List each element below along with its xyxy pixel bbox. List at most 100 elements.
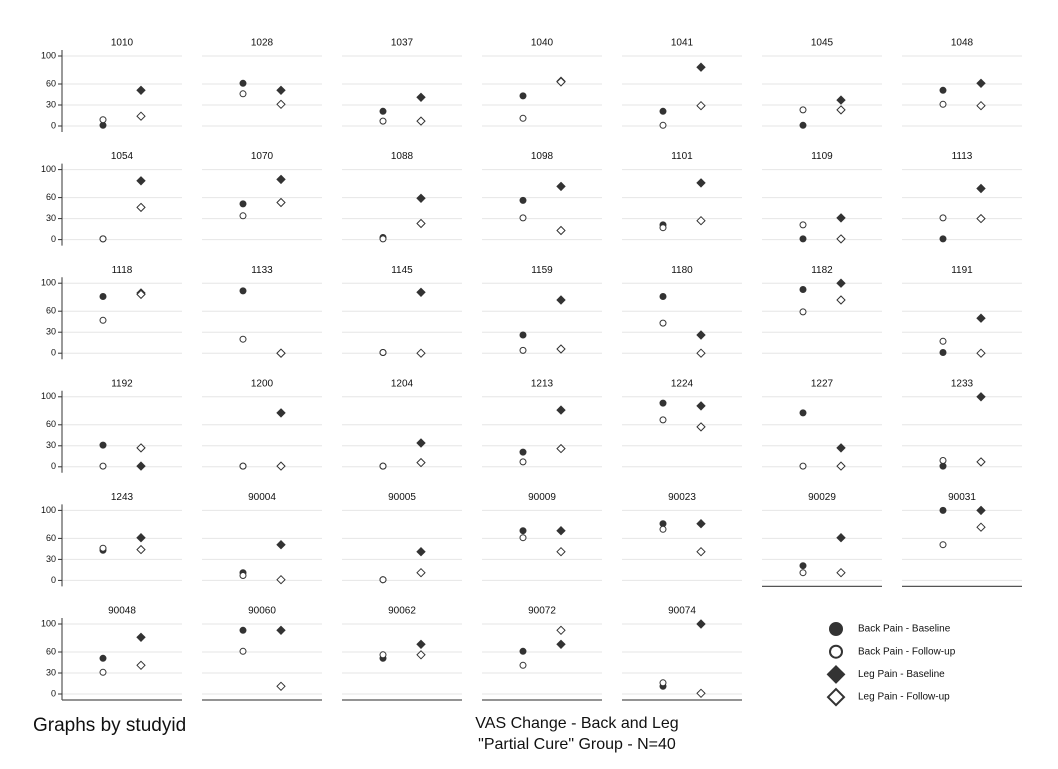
panel-title: 1088	[391, 151, 414, 162]
circle-point	[939, 506, 947, 514]
diamond-point	[136, 289, 146, 300]
diamond-point	[976, 78, 986, 89]
diamond-point	[976, 100, 986, 111]
circle-point	[239, 462, 247, 470]
circle-point	[99, 116, 107, 124]
chart-subtitle: "Partial Cure" Group - N=40	[478, 736, 676, 753]
diamond-point	[136, 461, 146, 471]
y-tick-label: 30	[46, 554, 56, 564]
diamond-point	[556, 181, 566, 192]
panel-title: 1048	[951, 38, 974, 49]
diamond-point	[976, 505, 986, 516]
circle-point	[99, 293, 107, 300]
panel-title: 1041	[671, 38, 694, 49]
diamond-point	[556, 77, 566, 87]
y-tick-label: 30	[46, 667, 56, 677]
circle-point	[659, 224, 667, 232]
panel-title: 1010	[111, 38, 134, 49]
diamond-point	[136, 85, 146, 96]
circle-point	[659, 399, 667, 407]
legend-label: Back Pain - Follow-up	[858, 646, 956, 657]
diamond-point	[136, 632, 146, 643]
y-tick-label: 30	[46, 213, 56, 223]
panel-title: 90005	[388, 492, 416, 503]
diamond-point	[416, 438, 426, 448]
y-tick-label: 100	[41, 391, 56, 401]
circle-point	[239, 212, 247, 220]
diamond-point	[696, 518, 706, 529]
diamond-point	[136, 660, 146, 671]
diamond-point	[276, 99, 286, 110]
circle-point	[379, 651, 387, 659]
circle-point	[939, 541, 947, 549]
y-tick-label: 0	[51, 461, 56, 471]
diamond-point	[556, 344, 566, 354]
diamond-point	[976, 183, 986, 194]
diamond-point	[556, 625, 566, 636]
diamond-point	[416, 348, 426, 358]
diamond-point	[696, 330, 706, 340]
circle-point	[659, 416, 667, 424]
panel-title: 90029	[808, 492, 836, 503]
diamond-point	[976, 313, 986, 323]
circle-point	[519, 196, 527, 204]
diamond-point	[556, 225, 566, 236]
circle-point	[99, 544, 107, 552]
panel-title: 90009	[528, 492, 556, 503]
circle-point	[99, 121, 107, 129]
circle-point	[939, 100, 947, 108]
y-tick-label: 0	[51, 688, 56, 698]
panel-title: 1054	[111, 151, 134, 162]
diamond-point	[696, 546, 706, 557]
panel-title: 1145	[391, 265, 413, 276]
diamond-point	[696, 178, 706, 188]
diamond-point	[276, 574, 286, 585]
panel-title: 1028	[251, 38, 274, 49]
y-tick-label: 30	[46, 99, 56, 109]
circle-point	[799, 121, 807, 129]
panel-title: 1192	[111, 378, 133, 389]
panel-title: 90004	[248, 492, 276, 503]
diamond-point	[416, 546, 426, 557]
circle-point	[519, 534, 527, 542]
circle-point	[239, 335, 247, 343]
panel-title: 90060	[248, 606, 276, 617]
y-tick-label: 100	[41, 618, 56, 628]
diamond-point	[416, 116, 426, 126]
diamond-point	[836, 295, 846, 305]
legend-marker	[829, 622, 843, 636]
panel-title: 1159	[531, 265, 553, 276]
y-tick-label: 0	[51, 575, 56, 585]
y-tick-label: 60	[46, 306, 56, 316]
circle-point	[939, 457, 947, 464]
panel-title: 1233	[951, 378, 974, 389]
diamond-point	[136, 111, 146, 121]
diamond-point	[976, 392, 986, 402]
circle-point	[659, 107, 667, 115]
diamond-point	[696, 619, 706, 629]
circle-point	[799, 106, 807, 114]
circle-point	[939, 86, 947, 94]
diamond-point	[416, 650, 426, 660]
circle-point	[519, 647, 527, 655]
chart-title: VAS Change - Back and Leg	[475, 715, 678, 732]
diamond-point	[136, 532, 146, 543]
circle-point	[659, 679, 667, 687]
y-tick-label: 60	[46, 646, 56, 656]
circle-point	[659, 319, 667, 327]
diamond-point	[416, 567, 426, 578]
circle-point	[239, 647, 247, 655]
panel-title: 1118	[112, 265, 133, 276]
diamond-point	[696, 688, 706, 699]
panel-title: 1243	[111, 492, 134, 503]
circle-point	[799, 462, 807, 470]
panel-title: 1213	[531, 378, 554, 389]
diamond-point	[276, 348, 286, 358]
circle-point	[519, 114, 527, 122]
legend-label: Leg Pain - Follow-up	[858, 692, 950, 703]
panel-title: 1191	[951, 265, 973, 276]
panel-title: 1227	[811, 378, 834, 389]
diamond-point	[136, 202, 146, 213]
y-tick-label: 0	[51, 234, 56, 244]
